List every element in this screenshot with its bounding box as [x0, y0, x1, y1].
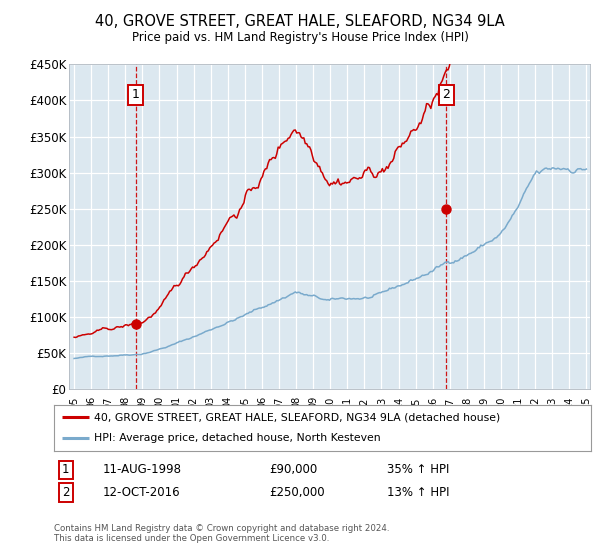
- Text: 13: 13: [376, 396, 386, 408]
- Text: 19: 19: [69, 413, 79, 425]
- Text: 16: 16: [428, 396, 438, 408]
- Text: 20: 20: [172, 413, 182, 425]
- Text: 19: 19: [121, 413, 130, 425]
- Text: 20: 20: [325, 413, 335, 425]
- Text: 19: 19: [86, 413, 96, 425]
- Text: 20: 20: [547, 413, 557, 425]
- Text: 20: 20: [188, 413, 199, 425]
- Text: 20: 20: [359, 413, 370, 425]
- Text: 14: 14: [394, 396, 404, 408]
- Text: 95: 95: [69, 396, 79, 408]
- Text: 20: 20: [445, 413, 455, 425]
- Text: 21: 21: [513, 396, 523, 408]
- Text: 15: 15: [410, 396, 421, 408]
- Text: 20: 20: [308, 413, 318, 425]
- Text: 35% ↑ HPI: 35% ↑ HPI: [387, 464, 449, 477]
- Text: 24: 24: [565, 396, 574, 408]
- Text: 09: 09: [308, 396, 318, 408]
- Text: 20: 20: [581, 413, 592, 425]
- Text: 00: 00: [154, 396, 164, 408]
- Text: 20: 20: [206, 413, 216, 425]
- Text: 20: 20: [223, 413, 233, 425]
- Text: 40, GROVE STREET, GREAT HALE, SLEAFORD, NG34 9LA (detached house): 40, GROVE STREET, GREAT HALE, SLEAFORD, …: [94, 412, 500, 422]
- Text: 05: 05: [240, 396, 250, 408]
- Text: 20: 20: [513, 413, 523, 425]
- Text: 12-OCT-2016: 12-OCT-2016: [103, 486, 180, 498]
- Text: 07: 07: [274, 396, 284, 408]
- Text: 20: 20: [496, 413, 506, 425]
- Text: 97: 97: [103, 396, 113, 408]
- Text: 99: 99: [137, 396, 148, 408]
- Text: 25: 25: [581, 396, 592, 409]
- Text: 40, GROVE STREET, GREAT HALE, SLEAFORD, NG34 9LA: 40, GROVE STREET, GREAT HALE, SLEAFORD, …: [95, 14, 505, 29]
- Text: 01: 01: [172, 396, 182, 408]
- Text: 22: 22: [530, 396, 540, 409]
- Text: 2: 2: [62, 486, 70, 498]
- Text: HPI: Average price, detached house, North Kesteven: HPI: Average price, detached house, Nort…: [94, 433, 381, 444]
- Text: 19: 19: [103, 413, 113, 425]
- Text: 20: 20: [394, 413, 404, 425]
- Text: 17: 17: [445, 396, 455, 408]
- Text: 20: 20: [462, 413, 472, 425]
- Text: 11: 11: [343, 396, 352, 408]
- Text: 20: 20: [376, 413, 386, 425]
- Text: 20: 20: [410, 413, 421, 425]
- Text: 12: 12: [359, 396, 370, 408]
- Text: Price paid vs. HM Land Registry's House Price Index (HPI): Price paid vs. HM Land Registry's House …: [131, 31, 469, 44]
- Text: 1: 1: [62, 464, 70, 477]
- Text: 20: 20: [428, 413, 438, 425]
- Text: 23: 23: [547, 396, 557, 408]
- Text: 11-AUG-1998: 11-AUG-1998: [103, 464, 181, 477]
- Text: 2: 2: [442, 88, 450, 101]
- Text: 20: 20: [274, 413, 284, 425]
- Text: 02: 02: [188, 396, 199, 408]
- Text: 10: 10: [325, 396, 335, 408]
- Text: 1: 1: [132, 88, 140, 101]
- Text: 13% ↑ HPI: 13% ↑ HPI: [387, 486, 449, 498]
- Text: £250,000: £250,000: [269, 486, 325, 498]
- Text: 20: 20: [565, 413, 574, 425]
- Text: 20: 20: [530, 413, 540, 425]
- Text: 98: 98: [121, 396, 130, 408]
- Text: 06: 06: [257, 396, 267, 408]
- Text: £90,000: £90,000: [269, 464, 317, 477]
- Text: 20: 20: [257, 413, 267, 425]
- Text: 20: 20: [343, 413, 352, 425]
- Text: 20: 20: [479, 413, 489, 425]
- Text: 96: 96: [86, 396, 96, 408]
- Text: 20: 20: [240, 413, 250, 425]
- Text: 19: 19: [479, 396, 489, 408]
- Text: Contains HM Land Registry data © Crown copyright and database right 2024.
This d: Contains HM Land Registry data © Crown c…: [54, 524, 389, 543]
- Text: 04: 04: [223, 396, 233, 408]
- Text: 20: 20: [496, 396, 506, 408]
- Text: 19: 19: [137, 413, 148, 425]
- Text: 18: 18: [462, 396, 472, 408]
- Text: 20: 20: [291, 413, 301, 425]
- Text: 03: 03: [206, 396, 216, 408]
- Text: 20: 20: [154, 413, 164, 425]
- Text: 08: 08: [291, 396, 301, 408]
